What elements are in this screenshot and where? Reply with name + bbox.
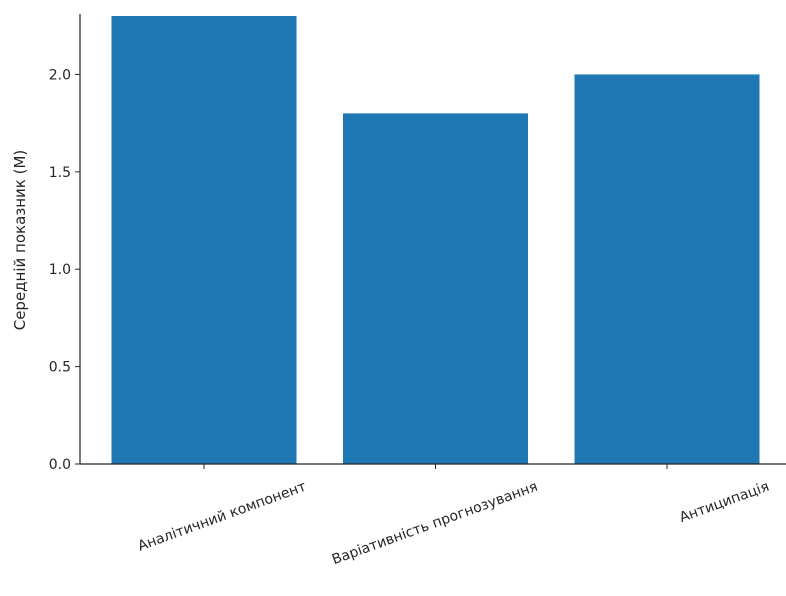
y-tick-label-3: 1.0 <box>49 262 71 278</box>
y-tick-label-1: 0.0 <box>49 457 71 473</box>
y-axis-title: Середній показник (М) <box>11 150 29 331</box>
x-tick-label-1: Аналітичний компонент <box>136 479 309 555</box>
x-tick-label-2: Варіативність прогнозування <box>330 479 540 568</box>
y-tick-label-2: 0.5 <box>49 360 71 376</box>
y-tick-label-5: 2.0 <box>49 67 71 83</box>
x-ticks-group: Аналітичний компонент Варіативність прогн… <box>136 464 771 568</box>
bar-2 <box>343 113 528 465</box>
bar-1 <box>111 16 297 464</box>
y-tick-label-4: 1.5 <box>49 165 71 181</box>
axes-group <box>79 14 786 465</box>
bars-group <box>111 16 760 465</box>
x-tick-label-3: Антиципація <box>677 479 771 526</box>
bar-3 <box>574 74 760 464</box>
y-ticks-group: 0.0 0.5 1.0 1.5 2.0 <box>49 67 80 473</box>
